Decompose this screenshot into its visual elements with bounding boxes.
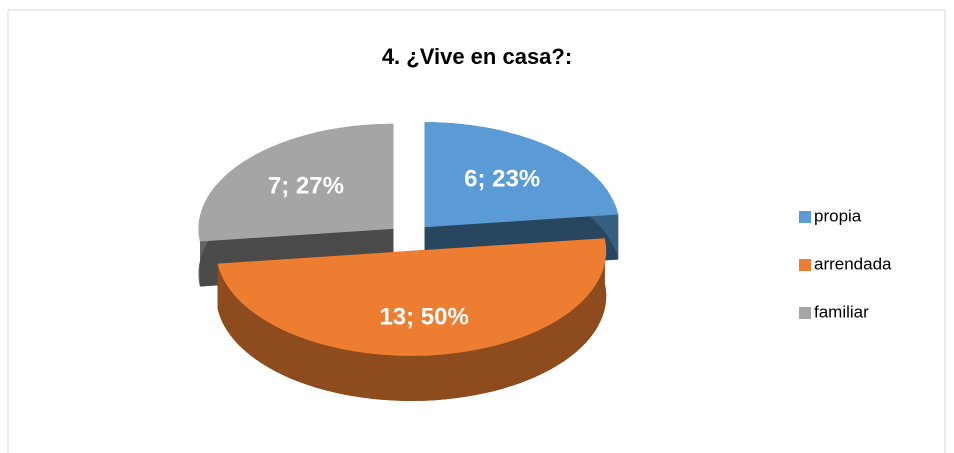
- pie-slice: [424, 122, 619, 228]
- legend-label: arrendada: [814, 254, 892, 273]
- chart-frame: [7, 9, 946, 453]
- data-label: 6; 23%: [464, 165, 540, 192]
- data-label: 7; 27%: [268, 172, 344, 199]
- slice-wall: [217, 238, 607, 401]
- legend-swatch: [799, 307, 811, 319]
- legend-label: propia: [814, 206, 862, 225]
- data-label: 13; 50%: [379, 304, 468, 331]
- legend-swatch: [799, 259, 811, 271]
- chart-title: 4. ¿Vive en casa?:: [382, 44, 572, 69]
- legend-label: familiar: [814, 302, 869, 321]
- pie-slice: [217, 238, 607, 356]
- legend-swatch: [799, 211, 811, 223]
- pie-slice: [198, 123, 394, 242]
